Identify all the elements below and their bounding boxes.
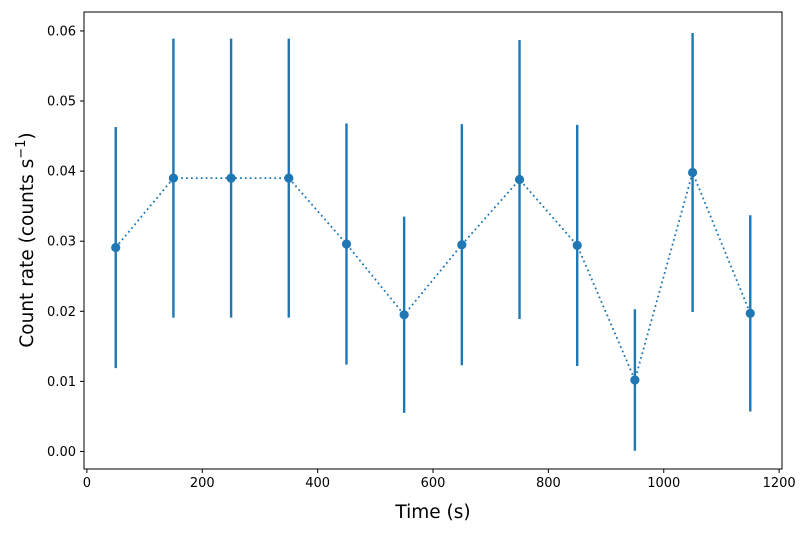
y-tick-label: 0.01 [47,375,76,390]
data-point [457,240,467,250]
data-point [341,239,352,249]
data-point [630,375,640,385]
plot-frame [83,11,783,470]
data-point [111,242,121,253]
x-tick-label: 400 [305,476,330,491]
x-tick-label: 800 [536,476,561,491]
x-tick-label: 0 [83,476,91,491]
x-tick-label: 1000 [647,476,680,491]
y-tick-label: 0.03 [47,235,76,250]
y-tick-label: 0.04 [47,165,76,180]
x-tick-label: 600 [421,476,446,491]
data-point [572,240,582,251]
data-point [226,173,236,183]
y-axis-label: Count rate (counts s−1) [14,132,38,347]
y-tick-label: 0.02 [47,305,76,320]
data-line [115,169,752,383]
data-point [168,173,179,183]
y-tick-label: 0.00 [47,445,76,460]
data-point [284,173,294,183]
plot-layers: 0 200 400 600 800 1000 1200 0.00 0.01 0.02 0.03 0.0… [47,11,796,491]
y-tick-label: 0.06 [47,24,76,39]
x-tick-label: 200 [190,476,215,491]
y-axis-label-base: Count rate (counts s [17,159,38,348]
data-point [745,308,755,318]
y-tick-label: 0.05 [47,95,76,110]
data-point [687,167,698,178]
data-point [514,174,525,185]
x-axis-label: Time (s) [394,502,470,523]
data-point [399,310,409,320]
y-axis-label-close: ) [17,132,38,139]
x-tick-label: 1200 [763,476,796,491]
y-axis-label-superscript: −1 [14,140,29,159]
